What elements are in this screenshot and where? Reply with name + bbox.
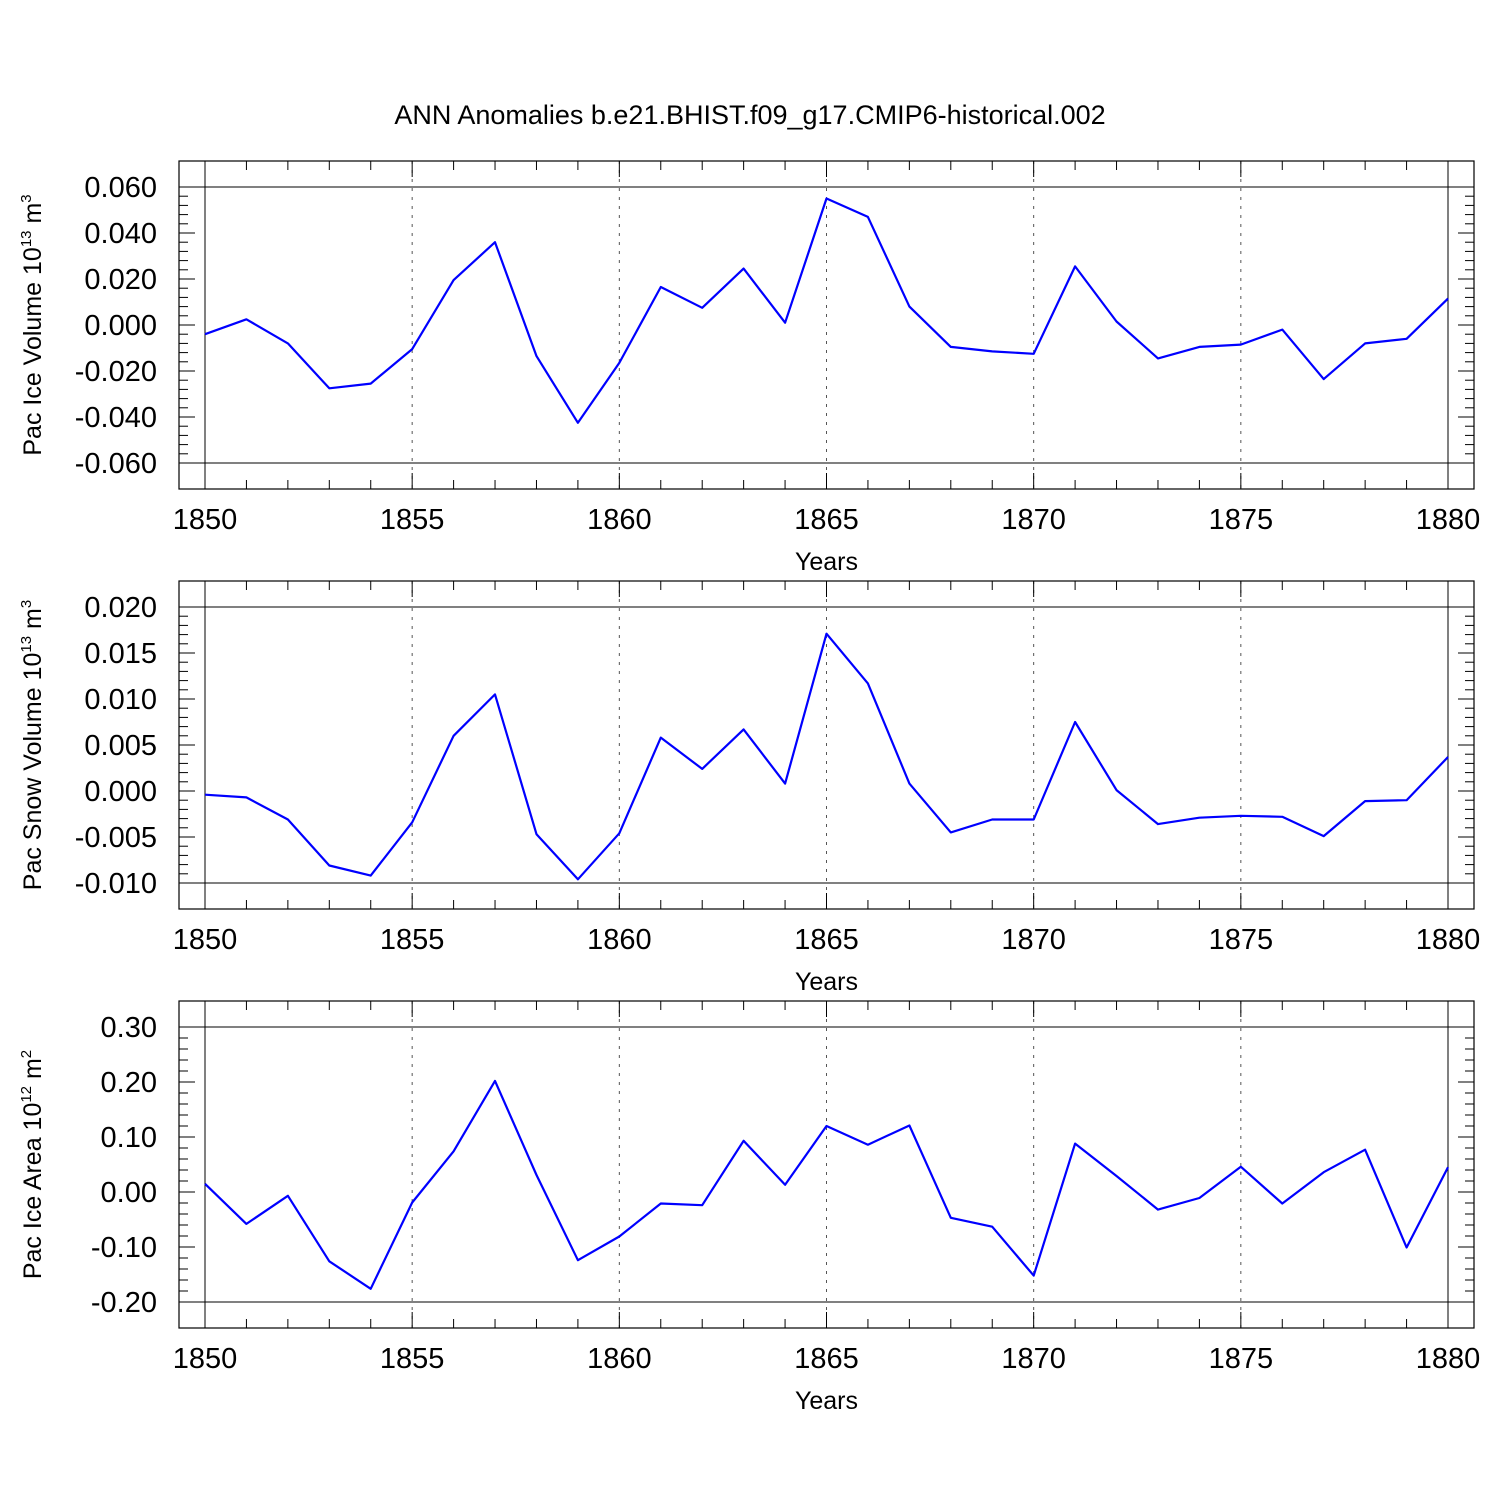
y-tick-label: 0.000 [84,310,157,342]
y-tick-label: 0.060 [84,172,157,204]
x-tick-label: 1880 [1416,1343,1481,1375]
chart-title: ANN Anomalies b.e21.BHIST.f09_g17.CMIP6-… [394,100,1105,130]
x-axis-label: Years [795,548,858,576]
y-tick-label: -0.10 [91,1232,157,1264]
x-tick-label: 1850 [173,924,238,956]
y-axis-label-exp: 13 [18,636,35,653]
y-axis-label-exp: 12 [18,1086,35,1103]
x-tick-label: 1850 [173,1343,238,1375]
series-line [204,1079,1449,1290]
x-tick-label: 1870 [1001,1343,1066,1375]
y-tick-label: -0.060 [75,448,157,480]
y-tick-label: 0.040 [84,218,157,250]
y-tick-label: 0.30 [101,1012,157,1044]
y-tick-label: -0.010 [75,868,157,900]
x-tick-label: 1865 [794,1343,859,1375]
x-tick-label: 1870 [1001,504,1066,536]
y-tick-label: 0.015 [84,638,157,670]
y-tick-label: -0.005 [75,822,157,854]
x-tick-label: 1865 [794,924,859,956]
x-tick-label: 1860 [587,1343,652,1375]
y-axis-label-unit: m [19,203,47,231]
x-tick-label: 1880 [1416,504,1481,536]
y-axis-label-unit-exp: 3 [18,194,35,202]
x-tick-label: 1875 [1209,504,1274,536]
x-tick-label: 1855 [380,504,445,536]
y-axis-label-unit: m [19,1058,47,1086]
y-axis-label: Pac Ice Volume 1013 m3 [18,194,47,455]
x-tick-label: 1870 [1001,924,1066,956]
y-tick-label: 0.020 [84,592,157,624]
y-tick-label: 0.00 [101,1177,157,1209]
x-tick-label: 1855 [380,1343,445,1375]
y-axis-label-unit-exp: 2 [18,1050,35,1058]
y-tick-label: 0.010 [84,684,157,716]
x-tick-label: 1860 [587,504,652,536]
y-tick-label: 0.20 [101,1067,157,1099]
x-tick-label: 1875 [1209,1343,1274,1375]
x-tick-label: 1875 [1209,924,1274,956]
x-tick-label: 1860 [587,924,652,956]
y-axis-label-unit-exp: 3 [18,600,35,608]
y-tick-label: -0.20 [91,1287,157,1319]
y-tick-label: 0.020 [84,264,157,296]
y-tick-label: 0.10 [101,1122,157,1154]
x-tick-label: 1850 [173,504,238,536]
panel-1: 1850 1855 1860 1865 1870 1875 1880 0.060 0.040 0.… [18,160,1481,576]
y-axis-label-name: Pac Ice Volume 10 [19,247,47,455]
y-axis-label-name: Pac Snow Volume 10 [19,653,47,891]
y-tick-label: 0.000 [84,776,157,808]
x-tick-label: 1855 [380,924,445,956]
panel-3: 1850 1855 1860 1865 1870 1875 1880 0.30 0.20 0.10… [18,1000,1481,1415]
y-axis-label: Pac Snow Volume 1013 m3 [18,600,47,890]
y-tick-label: -0.020 [75,356,157,388]
y-axis-label-name: Pac Ice Area 10 [19,1103,47,1280]
x-tick-label: 1865 [794,504,859,536]
y-tick-label: 0.005 [84,730,157,762]
x-axis-label: Years [795,1387,858,1415]
y-axis-label-exp: 13 [18,230,35,247]
series-line [204,632,1449,881]
panel-2: 1850 1855 1860 1865 1870 1875 1880 0.020 0.015 0.… [18,580,1481,996]
x-axis-label: Years [795,968,858,996]
y-axis-label: Pac Ice Area 1012 m2 [18,1050,47,1279]
series-line [204,197,1449,424]
x-tick-label: 1880 [1416,924,1481,956]
y-tick-label: -0.040 [75,402,157,434]
y-axis-label-unit: m [19,608,47,636]
